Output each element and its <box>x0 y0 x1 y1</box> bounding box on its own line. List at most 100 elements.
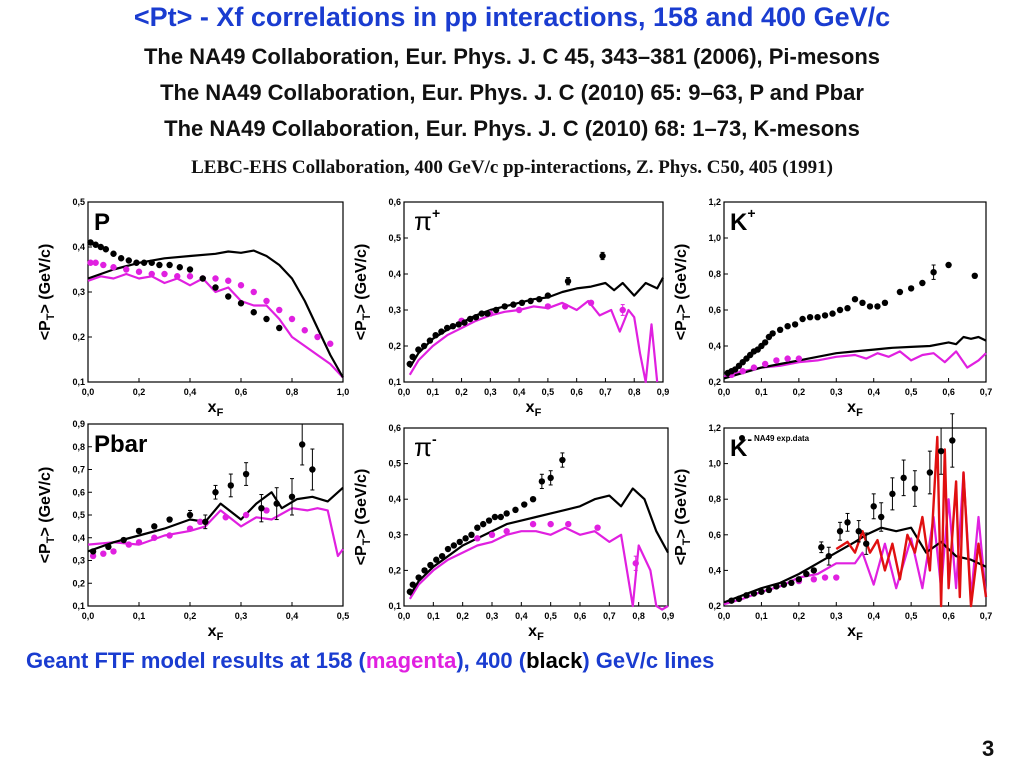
x-tick-label: 0,9 <box>662 611 675 621</box>
x-tick-label: 0,4 <box>513 387 526 397</box>
x-tick-label: 0,8 <box>286 387 299 397</box>
data-point-158 <box>89 552 97 560</box>
data-point-400 <box>87 239 94 246</box>
data-point-400 <box>926 469 934 476</box>
x-tick-label: 0,3 <box>830 611 843 621</box>
data-point-158 <box>488 531 496 538</box>
data-point-400 <box>878 513 885 521</box>
data-point-400 <box>92 241 99 248</box>
data-point-158 <box>263 297 270 305</box>
x-tick-label: 0,5 <box>544 611 557 621</box>
data-point-400 <box>795 576 803 583</box>
footer-magenta-word: magenta <box>365 648 457 673</box>
footer-middle: ), 400 ( <box>456 648 527 673</box>
data-point-400 <box>455 321 462 328</box>
data-point-158 <box>544 303 552 310</box>
data-point-158 <box>503 528 510 535</box>
data-point-400 <box>521 501 528 508</box>
data-point-400 <box>186 511 194 519</box>
data-point-400 <box>120 536 127 544</box>
data-point-400 <box>773 583 780 590</box>
footer-suffix: ) GeV/c lines <box>582 648 715 673</box>
data-point-400 <box>866 303 874 310</box>
x-tick-label: 0,6 <box>942 611 955 621</box>
data-point-400 <box>133 259 140 266</box>
data-point-400 <box>212 489 219 496</box>
data-point-400 <box>803 570 810 578</box>
data-point-400 <box>258 504 265 512</box>
data-point-400 <box>945 261 952 269</box>
data-point-400 <box>512 506 519 514</box>
data-point-400 <box>758 588 765 595</box>
data-point-400 <box>536 296 543 303</box>
y-tick-label: 0,6 <box>388 423 401 433</box>
data-point-400 <box>911 485 919 492</box>
data-point-158 <box>151 534 158 541</box>
particle-label: K- <box>730 431 752 462</box>
data-point-400 <box>859 299 866 306</box>
data-point-400 <box>276 324 283 332</box>
data-point-400 <box>166 516 173 523</box>
data-point-400 <box>151 523 158 530</box>
y-tick-label: 1,2 <box>708 423 721 433</box>
model-line-400 <box>87 486 344 553</box>
data-point-400 <box>485 517 493 524</box>
data-point-400 <box>851 296 859 303</box>
plot-frame <box>723 201 987 383</box>
data-point-400 <box>503 510 510 517</box>
data-point-400 <box>472 314 480 321</box>
x-tick-label: 0,1 <box>427 611 440 621</box>
y-tick-label: 0,4 <box>708 565 721 575</box>
x-axis-label: xF <box>847 623 863 643</box>
y-tick-label: 0,2 <box>72 578 85 588</box>
data-point-400 <box>250 309 257 316</box>
data-point-400 <box>438 328 445 335</box>
data-point-400 <box>844 305 851 312</box>
data-point-400 <box>102 246 110 253</box>
data-point-400 <box>474 524 481 531</box>
x-tick-label: 0,3 <box>484 387 497 397</box>
data-point-158 <box>547 520 554 528</box>
x-tick-label: 0,5 <box>905 387 918 397</box>
data-point-400 <box>863 540 870 547</box>
data-point-400 <box>784 323 791 330</box>
data-point-400 <box>728 597 735 604</box>
data-point-400 <box>769 330 776 337</box>
data-point-400 <box>881 299 889 306</box>
page-number: 3 <box>982 736 995 761</box>
data-point-158 <box>174 273 181 280</box>
footer-prefix: Geant FTF model results at 158 ( <box>26 648 366 673</box>
data-point-400 <box>735 595 743 603</box>
data-point-400 <box>821 312 829 319</box>
footer-note: Geant FTF model results at 158 (magenta)… <box>26 648 714 674</box>
slide-title: <Pt> - Xf correlations in pp interaction… <box>133 2 891 32</box>
data-point-158 <box>242 511 250 519</box>
y-tick-label: 0,1 <box>388 377 401 387</box>
x-tick-label: 0,1 <box>755 611 768 621</box>
y-tick-label: 0,4 <box>708 341 721 351</box>
data-point-400 <box>478 310 485 317</box>
data-point-400 <box>462 535 469 542</box>
x-tick-label: 0,0 <box>398 387 411 397</box>
data-point-158 <box>161 270 168 278</box>
data-point-400 <box>844 519 851 526</box>
data-point-158 <box>327 340 334 347</box>
data-point-400 <box>564 278 572 285</box>
data-point-400 <box>501 303 508 310</box>
data-point-400 <box>527 297 534 305</box>
data-point-158 <box>784 355 791 362</box>
data-point-158 <box>795 355 803 362</box>
data-point-400 <box>468 531 475 538</box>
data-point-400 <box>105 543 112 551</box>
data-point-400 <box>443 324 451 332</box>
data-point-400 <box>444 545 452 553</box>
x-tick-label: 0,6 <box>235 387 248 397</box>
x-tick-label: 0,4 <box>286 611 299 621</box>
data-point-400 <box>949 437 956 444</box>
data-point-158 <box>515 306 523 314</box>
model-line-158 <box>87 507 344 558</box>
data-point-400 <box>544 292 552 299</box>
x-tick-label: 0,9 <box>657 387 670 397</box>
